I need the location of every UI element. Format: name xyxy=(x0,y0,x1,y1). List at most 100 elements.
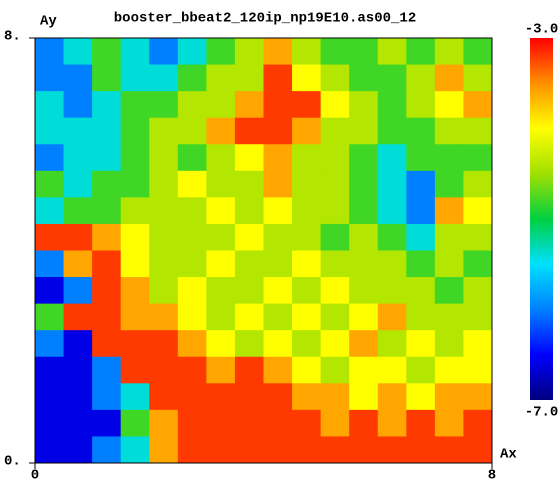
heat-cell xyxy=(320,409,350,437)
heat-cell xyxy=(349,277,379,305)
heat-cell xyxy=(463,170,493,198)
heat-cell xyxy=(35,383,65,411)
heat-cell xyxy=(206,277,236,305)
heat-cell xyxy=(35,117,65,145)
heat-cell xyxy=(320,303,350,331)
heat-cell xyxy=(406,303,436,331)
heat-cell xyxy=(149,223,179,251)
heat-cell xyxy=(234,303,264,331)
heat-cell xyxy=(320,144,350,172)
heat-cell xyxy=(149,64,179,92)
heat-cell xyxy=(63,38,93,66)
heat-cell xyxy=(92,250,122,278)
heat-cell xyxy=(434,144,464,172)
heat-cell xyxy=(177,303,207,331)
heat-cell xyxy=(234,144,264,172)
heat-cell xyxy=(35,409,65,437)
heat-cell xyxy=(149,436,179,464)
heat-cell xyxy=(35,250,65,278)
chart-title: booster_bbeat2_120ip_np19E10.as00_12 xyxy=(114,11,416,27)
heat-cell xyxy=(406,250,436,278)
heat-cell xyxy=(292,144,322,172)
heat-cell xyxy=(149,383,179,411)
heat-cell xyxy=(377,144,407,172)
heat-cell xyxy=(263,144,293,172)
heat-cell xyxy=(120,303,150,331)
heat-cell xyxy=(463,223,493,251)
heat-cell xyxy=(92,223,122,251)
heat-cell xyxy=(63,250,93,278)
heat-cell xyxy=(92,64,122,92)
heat-cell xyxy=(292,117,322,145)
heat-cell xyxy=(35,38,65,66)
heat-cell xyxy=(292,330,322,358)
heat-cell xyxy=(149,303,179,331)
heat-cell xyxy=(234,356,264,384)
heat-cell xyxy=(149,117,179,145)
heat-cell xyxy=(377,91,407,119)
heat-cell xyxy=(92,277,122,305)
heat-cell xyxy=(320,197,350,225)
heat-cell xyxy=(63,383,93,411)
heat-cell xyxy=(63,144,93,172)
heat-cell xyxy=(263,117,293,145)
heat-cell xyxy=(349,223,379,251)
heat-cell xyxy=(234,170,264,198)
heat-cell xyxy=(177,409,207,437)
heat-cell xyxy=(35,197,65,225)
heat-cell xyxy=(263,64,293,92)
heat-cell xyxy=(63,64,93,92)
heat-cell xyxy=(206,383,236,411)
heat-cell xyxy=(377,330,407,358)
heat-cell xyxy=(149,356,179,384)
heat-cell xyxy=(63,436,93,464)
y-axis-label: Ay xyxy=(40,14,57,30)
heat-cell xyxy=(234,64,264,92)
heat-cell xyxy=(234,409,264,437)
heat-cell xyxy=(320,330,350,358)
heat-cell xyxy=(320,356,350,384)
heat-cell xyxy=(349,436,379,464)
heat-cell xyxy=(349,91,379,119)
heat-cell xyxy=(349,330,379,358)
heat-cell xyxy=(463,91,493,119)
heat-cell xyxy=(434,409,464,437)
heat-cell xyxy=(320,64,350,92)
heat-cell xyxy=(35,436,65,464)
heat-cell xyxy=(206,330,236,358)
heat-cell xyxy=(320,250,350,278)
heat-cell xyxy=(206,223,236,251)
heat-cell xyxy=(320,436,350,464)
heat-cell xyxy=(92,356,122,384)
heat-cell xyxy=(63,197,93,225)
heat-cell xyxy=(292,277,322,305)
heat-cell xyxy=(149,91,179,119)
heat-cell xyxy=(263,250,293,278)
heat-cell xyxy=(349,356,379,384)
heat-cell xyxy=(63,409,93,437)
heat-cell xyxy=(120,330,150,358)
colorbar xyxy=(530,38,553,400)
heat-cell xyxy=(35,64,65,92)
heat-cell xyxy=(349,117,379,145)
heat-cell xyxy=(263,436,293,464)
heat-cell xyxy=(149,38,179,66)
heat-cell xyxy=(120,250,150,278)
heat-cell xyxy=(177,197,207,225)
heat-cell xyxy=(463,250,493,278)
heat-cell xyxy=(320,383,350,411)
heat-cell xyxy=(63,303,93,331)
heat-cell xyxy=(434,383,464,411)
heat-cell xyxy=(35,91,65,119)
heat-cell xyxy=(377,223,407,251)
heat-cell xyxy=(92,144,122,172)
x-tick-label: 8 xyxy=(488,468,496,480)
heat-cell xyxy=(349,38,379,66)
heat-cell xyxy=(320,170,350,198)
heat-cell xyxy=(349,144,379,172)
heat-cell xyxy=(234,383,264,411)
heat-cell xyxy=(292,250,322,278)
heat-cell xyxy=(92,330,122,358)
heat-cell xyxy=(206,91,236,119)
heat-cell xyxy=(377,277,407,305)
